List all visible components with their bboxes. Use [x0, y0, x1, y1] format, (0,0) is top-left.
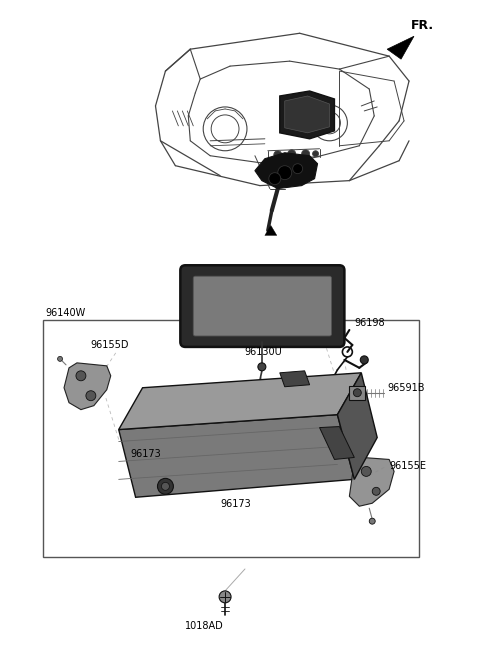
- Text: FR.: FR.: [411, 19, 434, 32]
- Circle shape: [372, 487, 380, 495]
- Polygon shape: [337, 373, 377, 480]
- Polygon shape: [119, 415, 354, 497]
- Polygon shape: [280, 91, 335, 139]
- Text: 96140W: 96140W: [45, 308, 85, 318]
- Circle shape: [161, 482, 169, 490]
- Circle shape: [58, 356, 62, 361]
- Circle shape: [258, 363, 266, 371]
- Circle shape: [293, 164, 302, 174]
- Circle shape: [360, 356, 368, 364]
- Circle shape: [361, 466, 371, 476]
- Polygon shape: [265, 226, 277, 236]
- Text: 96155D: 96155D: [91, 340, 130, 350]
- Text: 96198: 96198: [354, 318, 385, 328]
- Circle shape: [86, 391, 96, 401]
- Polygon shape: [119, 373, 361, 430]
- FancyBboxPatch shape: [180, 265, 344, 347]
- Polygon shape: [255, 153, 318, 188]
- Text: 96173: 96173: [131, 449, 161, 459]
- Circle shape: [269, 173, 281, 184]
- Polygon shape: [320, 426, 354, 459]
- Text: 96591B: 96591B: [387, 382, 425, 393]
- Polygon shape: [285, 96, 329, 133]
- Polygon shape: [280, 371, 310, 387]
- Circle shape: [288, 150, 296, 157]
- Circle shape: [301, 150, 310, 157]
- Circle shape: [76, 371, 86, 380]
- Text: 96155E: 96155E: [389, 461, 426, 472]
- Text: 1018AD: 1018AD: [185, 621, 224, 631]
- Circle shape: [369, 518, 375, 524]
- Text: 96130U: 96130U: [244, 347, 282, 357]
- Polygon shape: [387, 36, 414, 59]
- Circle shape: [278, 166, 292, 180]
- Circle shape: [312, 151, 319, 157]
- Circle shape: [353, 389, 361, 397]
- Text: 96173: 96173: [220, 499, 251, 509]
- FancyBboxPatch shape: [193, 276, 332, 336]
- Bar: [43, 320, 419, 557]
- Circle shape: [219, 591, 231, 603]
- Circle shape: [157, 478, 173, 494]
- Polygon shape: [349, 457, 394, 506]
- Polygon shape: [64, 363, 111, 409]
- Circle shape: [274, 151, 282, 159]
- Bar: [349, 386, 365, 400]
